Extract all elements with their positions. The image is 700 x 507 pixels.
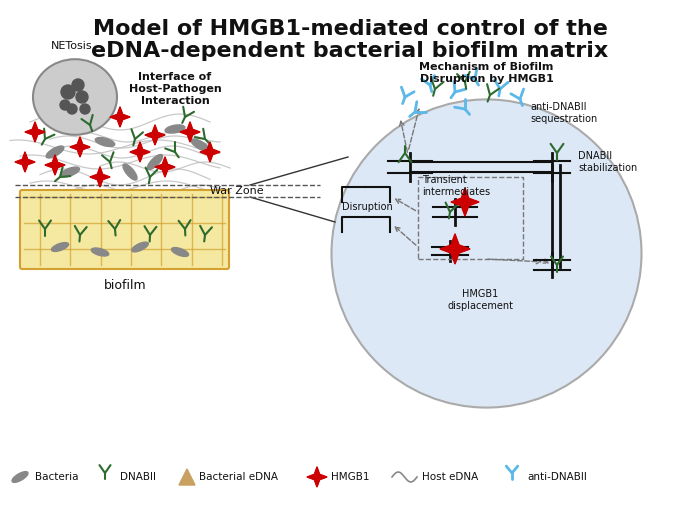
- Ellipse shape: [165, 125, 185, 133]
- Circle shape: [61, 85, 75, 99]
- Ellipse shape: [172, 247, 188, 257]
- Polygon shape: [440, 234, 470, 264]
- Polygon shape: [179, 469, 195, 485]
- Text: NETosis: NETosis: [51, 41, 93, 51]
- Polygon shape: [25, 122, 45, 142]
- Circle shape: [76, 91, 88, 103]
- Polygon shape: [307, 467, 327, 487]
- Ellipse shape: [46, 146, 64, 158]
- Ellipse shape: [148, 155, 162, 169]
- Polygon shape: [110, 107, 130, 127]
- Text: Bacterial eDNA: Bacterial eDNA: [199, 472, 278, 482]
- Text: HMGB1: HMGB1: [331, 472, 370, 482]
- Text: DNABII: DNABII: [120, 472, 156, 482]
- Polygon shape: [15, 152, 35, 172]
- Ellipse shape: [12, 472, 28, 482]
- FancyBboxPatch shape: [20, 190, 229, 269]
- Ellipse shape: [33, 59, 117, 135]
- Circle shape: [72, 79, 84, 91]
- Polygon shape: [200, 142, 220, 162]
- Ellipse shape: [191, 139, 209, 151]
- Ellipse shape: [95, 137, 115, 147]
- Polygon shape: [90, 167, 110, 187]
- Text: anti-DNABII: anti-DNABII: [527, 472, 587, 482]
- Polygon shape: [155, 157, 175, 177]
- Circle shape: [60, 100, 70, 110]
- Polygon shape: [145, 125, 165, 145]
- Ellipse shape: [52, 242, 69, 251]
- Text: Mechanism of Biofilm
Disruption by HMGB1: Mechanism of Biofilm Disruption by HMGB1: [419, 62, 554, 84]
- Polygon shape: [451, 188, 479, 216]
- Polygon shape: [180, 122, 200, 142]
- Text: Bacteria: Bacteria: [35, 472, 78, 482]
- Ellipse shape: [132, 242, 148, 252]
- Text: War Zone: War Zone: [210, 186, 264, 196]
- Text: Interface of
Host-Pathogen
Interaction: Interface of Host-Pathogen Interaction: [129, 72, 221, 106]
- Polygon shape: [70, 137, 90, 157]
- Text: biofilm: biofilm: [104, 279, 146, 292]
- Text: Transient
intermediates: Transient intermediates: [422, 175, 490, 197]
- Text: DNABII
stabilization: DNABII stabilization: [578, 151, 637, 173]
- Ellipse shape: [332, 99, 641, 408]
- Text: Disruption: Disruption: [342, 202, 393, 212]
- Text: HMGB1
displacement: HMGB1 displacement: [447, 289, 513, 311]
- Ellipse shape: [123, 164, 137, 180]
- Ellipse shape: [91, 248, 108, 256]
- Text: anti-DNABII
sequestration: anti-DNABII sequestration: [530, 102, 597, 124]
- Polygon shape: [45, 155, 65, 175]
- Text: Host eDNA: Host eDNA: [422, 472, 478, 482]
- Bar: [418, 177, 523, 259]
- Circle shape: [80, 104, 90, 114]
- Ellipse shape: [60, 167, 80, 177]
- Circle shape: [67, 104, 77, 114]
- Text: Model of HMGB1-mediated control of the
eDNA-dependent bacterial biofilm matrix: Model of HMGB1-mediated control of the e…: [92, 19, 608, 61]
- Polygon shape: [130, 142, 150, 162]
